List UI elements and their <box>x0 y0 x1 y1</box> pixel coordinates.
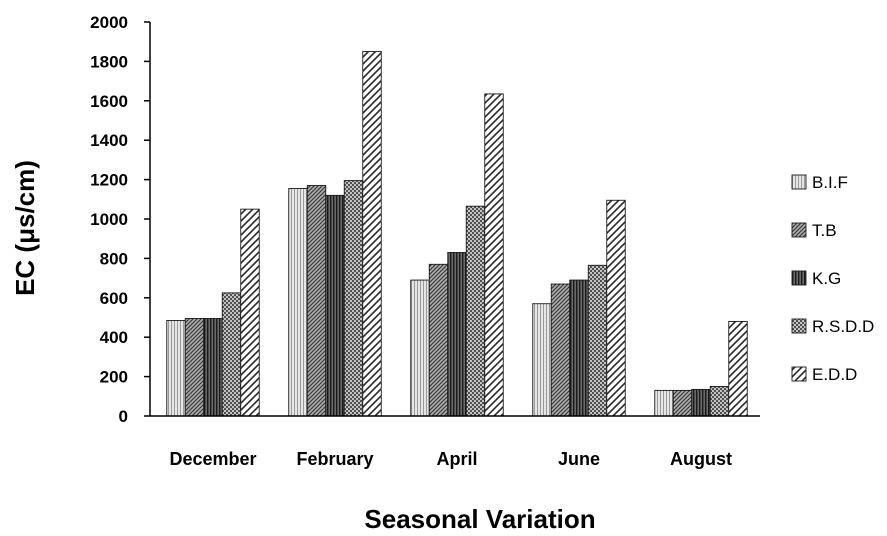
bar-kg-april <box>447 252 467 417</box>
bar-edd-april <box>484 93 504 417</box>
legend-label: B.I.F <box>812 173 848 192</box>
bar-bif-june <box>532 303 552 417</box>
x-axis-category-labels: December February April June August <box>169 449 732 469</box>
bar-rsdd-february <box>343 180 364 417</box>
bar-bif-august <box>654 389 674 417</box>
bar-edd-june <box>606 199 626 417</box>
bar-rsdd-december <box>221 292 242 417</box>
x-category-label: February <box>296 449 373 469</box>
y-tick-label: 600 <box>100 289 128 308</box>
bar-kg-december <box>203 318 223 417</box>
x-category-label: June <box>558 449 600 469</box>
bar-kg-august <box>691 388 711 417</box>
legend-label: T.B <box>812 221 837 240</box>
y-tick-label: 200 <box>100 368 128 387</box>
legend-swatch <box>791 318 807 334</box>
y-tick-label: 400 <box>100 328 128 347</box>
y-axis-ticks: 0 200 400 600 800 1000 1200 1400 1600 1800 2000 <box>90 13 150 426</box>
legend-swatch <box>791 222 807 238</box>
x-axis-title: Seasonal Variation <box>364 504 595 534</box>
y-tick-label: 800 <box>100 249 128 268</box>
bar-tb-june <box>550 283 571 417</box>
bar-rsdd-august <box>709 386 730 417</box>
bar-rsdd-june <box>587 264 608 417</box>
bar-edd-december <box>240 208 260 417</box>
y-tick-label: 0 <box>119 407 128 426</box>
bar-tb-february <box>306 185 327 417</box>
y-tick-label: 1600 <box>90 92 128 111</box>
bar-bif-april <box>410 279 430 417</box>
y-axis-title: EC (μs/cm) <box>10 160 40 296</box>
legend: B.I.F T.B K.G R.S.D.D E.D.D <box>791 173 874 384</box>
legend-swatch <box>791 270 807 286</box>
x-category-label: December <box>169 449 256 469</box>
bar-bif-february <box>288 188 308 417</box>
bars <box>166 51 748 417</box>
x-category-label: August <box>670 449 732 469</box>
y-tick-label: 1200 <box>90 171 128 190</box>
bar-kg-june <box>569 279 589 417</box>
bar-tb-december <box>184 318 205 417</box>
legend-label: E.D.D <box>812 365 857 384</box>
bar-rsdd-april <box>465 205 486 417</box>
legend-label: R.S.D.D <box>812 317 874 336</box>
y-tick-label: 1000 <box>90 210 128 229</box>
bar-edd-february <box>362 51 382 417</box>
x-category-label: April <box>436 449 477 469</box>
bar-kg-february <box>325 194 345 417</box>
y-tick-label: 1400 <box>90 131 128 150</box>
y-tick-label: 2000 <box>90 13 128 32</box>
legend-label: K.G <box>812 269 841 288</box>
bar-bif-december <box>166 320 186 417</box>
bar-tb-april <box>428 263 449 417</box>
bar-tb-august <box>672 389 693 417</box>
legend-swatch <box>791 366 807 382</box>
bar-edd-august <box>728 320 748 417</box>
legend-swatch <box>791 174 807 190</box>
y-tick-label: 1800 <box>90 52 128 71</box>
